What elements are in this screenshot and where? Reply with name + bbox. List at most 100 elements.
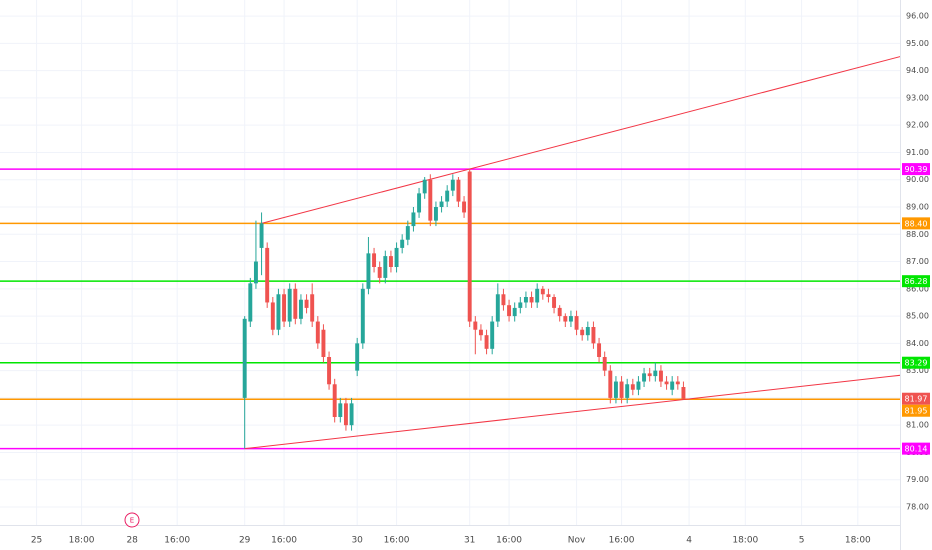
candle-body <box>400 239 405 248</box>
candle-body <box>259 223 264 248</box>
candle-body <box>625 384 630 398</box>
candle-body <box>248 283 253 322</box>
candle-body <box>540 288 545 295</box>
level-price-box <box>902 442 930 455</box>
x-tick-label: 29 <box>239 536 251 546</box>
x-tick-label: 16:00 <box>384 536 410 546</box>
event-marker <box>124 512 140 528</box>
x-tick-label: 31 <box>464 536 475 546</box>
candle-body <box>535 288 540 303</box>
candle-body <box>417 193 422 213</box>
candle-body <box>428 179 433 221</box>
candle-body <box>495 294 500 322</box>
candle-body <box>445 190 450 202</box>
candle-body <box>484 335 489 349</box>
y-tick-label: 94.00 <box>906 66 929 75</box>
last-price-box <box>902 392 930 405</box>
candle-body <box>681 387 686 399</box>
candle-body <box>327 357 332 385</box>
y-tick-label: 89.00 <box>906 203 929 212</box>
candle-body <box>270 302 275 330</box>
candle-body <box>507 305 512 317</box>
candle-body <box>478 329 483 336</box>
candle-body <box>473 321 478 330</box>
y-tick-label: 83.00 <box>906 366 929 375</box>
candle-body <box>265 247 270 303</box>
y-tick-label: 90.00 <box>906 175 929 184</box>
candle-body <box>653 370 658 377</box>
y-tick-label: 87.00 <box>906 257 929 266</box>
candle-body <box>518 302 523 308</box>
candle-body <box>523 297 528 303</box>
candle-body <box>597 343 602 357</box>
candle-body <box>591 327 596 344</box>
candle-body <box>658 370 663 382</box>
candle-body <box>355 343 360 371</box>
level-price-label: 88.40 <box>905 219 928 228</box>
x-tick-label: 18:00 <box>845 536 871 546</box>
candle-body <box>552 297 557 308</box>
level-price-box <box>902 217 930 230</box>
candle-body <box>242 318 247 398</box>
axes: 78.0079.0080.0081.0082.0083.0084.0085.00… <box>31 12 930 546</box>
candle-body <box>456 179 461 202</box>
y-tick-label: 92.00 <box>906 121 929 130</box>
level-price-box <box>902 356 930 369</box>
y-tick-label: 86.00 <box>906 284 929 293</box>
y-tick-label: 96.00 <box>906 12 929 21</box>
candle-body <box>501 294 506 306</box>
y-tick-label: 88.00 <box>906 230 929 239</box>
x-tick-label: 4 <box>686 536 692 546</box>
candle-body <box>377 267 382 278</box>
candle-body <box>602 357 607 371</box>
candle-body <box>315 321 320 344</box>
y-tick-label: 79.00 <box>906 475 929 484</box>
x-tick-label: Nov <box>568 536 586 546</box>
candle-body <box>388 256 393 267</box>
x-tick-label: 16:00 <box>609 536 635 546</box>
x-tick-label: 30 <box>351 536 363 546</box>
event-label: E <box>130 517 134 525</box>
level-price-label: 80.14 <box>905 445 928 454</box>
candle-body <box>546 294 551 297</box>
y-tick-label: 95.00 <box>906 39 929 48</box>
candle-body <box>675 381 680 385</box>
trendline <box>261 56 900 224</box>
candle-body <box>411 212 416 227</box>
candle-body <box>433 207 438 221</box>
y-tick-label: 84.00 <box>906 339 929 348</box>
plot-area <box>0 56 900 450</box>
candle-body <box>462 201 467 213</box>
candle-body <box>422 179 427 194</box>
candle-body <box>405 226 410 240</box>
candle-body <box>580 329 585 336</box>
candle-body <box>647 373 652 377</box>
candle-body <box>490 321 495 349</box>
candle-body <box>512 307 517 317</box>
candle-body <box>450 179 455 191</box>
y-tick-label: 91.00 <box>906 148 929 157</box>
x-tick-label: 5 <box>799 536 805 546</box>
candle-body <box>439 201 444 207</box>
level-price-label: 90.39 <box>905 165 928 174</box>
y-tick-label: 78.00 <box>906 503 929 512</box>
candle-body <box>349 403 354 426</box>
candle-body <box>383 256 388 278</box>
candle-body <box>276 294 281 330</box>
candle-body <box>338 403 343 417</box>
candle-body <box>636 381 641 390</box>
candle-body <box>608 370 613 398</box>
candle-body <box>585 327 590 336</box>
last-price-label: 81.97 <box>905 395 928 404</box>
x-tick-label: 18:00 <box>732 536 758 546</box>
x-tick-label: 28 <box>126 536 138 546</box>
candle-body <box>304 299 309 308</box>
candle-body <box>467 171 472 322</box>
candle-body <box>664 381 669 385</box>
candle-body <box>366 253 371 289</box>
candle-body <box>293 288 298 319</box>
trendline <box>244 374 900 450</box>
x-tick-label: 16:00 <box>271 536 297 546</box>
candle-body <box>360 288 365 344</box>
